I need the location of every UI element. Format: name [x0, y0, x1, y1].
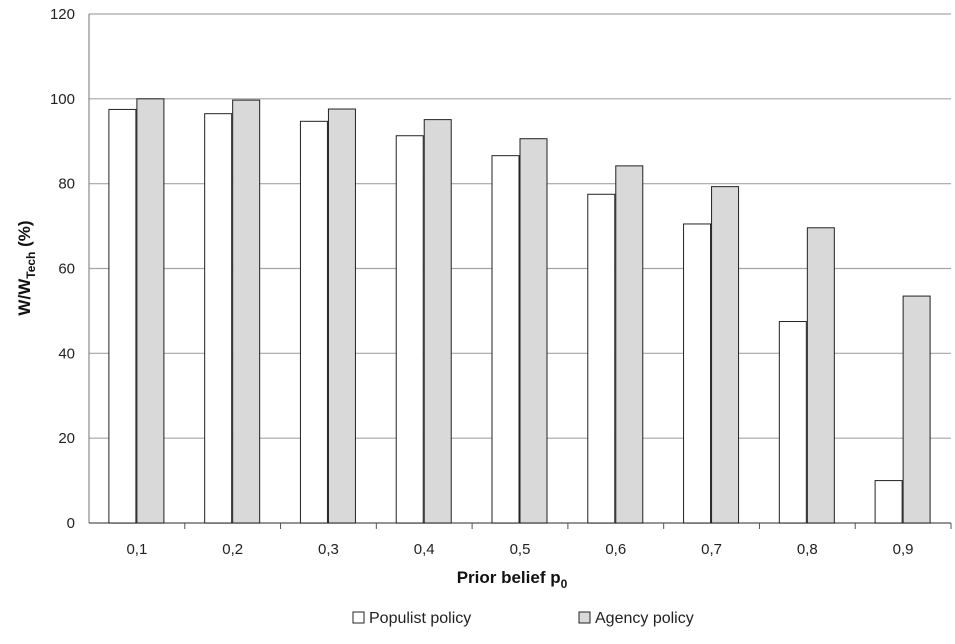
y-tick-label: 40	[58, 345, 75, 362]
y-tick-label: 0	[67, 515, 75, 532]
x-tick-label: 0,5	[510, 541, 531, 558]
x-tick-label: 0,8	[797, 541, 818, 558]
y-tick-label: 20	[58, 430, 75, 447]
legend-label-populist: Populist policy	[369, 610, 471, 627]
x-tick-label: 0,3	[318, 541, 339, 558]
y-tick-label: 100	[50, 91, 75, 108]
y-tick-label: 80	[58, 176, 75, 193]
bar-populist-0-1	[108, 108, 137, 524]
legend-label-agency: Agency policy	[595, 610, 694, 627]
x-axis-title: Prior belief p0	[457, 568, 568, 591]
x-tick-label: 0,1	[126, 541, 147, 558]
x-tick-label: 0,2	[222, 541, 243, 558]
bar-agency-0-2	[232, 99, 261, 524]
bar-populist-0-8	[778, 321, 807, 524]
bar-agency-0-9	[902, 295, 931, 524]
bar-agency-0-4	[423, 119, 452, 524]
bar-populist-0-6	[587, 193, 616, 524]
legend-swatch-agency	[578, 611, 591, 624]
x-tick-label: 0,6	[605, 541, 626, 558]
x-tick-label: 0,7	[701, 541, 722, 558]
bar-populist-0-4	[395, 135, 424, 524]
legend-swatch-populist	[352, 611, 365, 624]
bar-agency-0-8	[806, 227, 835, 524]
x-tick-labels: 0,1 0,2 0,3 0,4 0,5 0,6 0,7 0,8 0,9	[126, 541, 913, 558]
bar-populist-0-3	[299, 120, 328, 524]
bar-populist-0-5	[491, 155, 520, 524]
x-tick-label: 0,9	[893, 541, 914, 558]
bar-agency-0-3	[327, 108, 356, 524]
bars	[108, 98, 931, 524]
bar-agency-0-5	[519, 138, 548, 524]
legend: Populist policy Agency policy	[352, 610, 694, 627]
y-tick-label: 60	[58, 261, 75, 278]
bar-populist-0-7	[683, 223, 712, 524]
bar-agency-0-6	[615, 165, 644, 524]
bar-agency-0-7	[711, 186, 740, 524]
bar-populist-0-9	[874, 480, 903, 524]
y-tick-label: 120	[50, 6, 75, 23]
y-tick-labels: 0 20 40 60 80 100 120	[50, 6, 75, 532]
x-tick-label: 0,4	[414, 541, 435, 558]
bar-populist-0-2	[204, 113, 233, 524]
bar-agency-0-1	[136, 98, 165, 524]
y-axis-title: W/WTech (%)	[15, 220, 38, 315]
